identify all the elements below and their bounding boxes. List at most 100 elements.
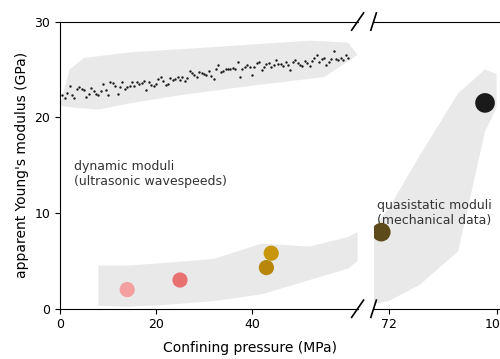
Point bbox=[334, 57, 342, 63]
Polygon shape bbox=[60, 41, 358, 109]
Point bbox=[320, 55, 328, 61]
Point bbox=[152, 81, 160, 87]
Point bbox=[258, 67, 266, 73]
Point bbox=[318, 56, 326, 62]
Point bbox=[238, 66, 246, 72]
Point bbox=[267, 250, 275, 256]
Point bbox=[277, 61, 285, 67]
Y-axis label: apparent Young's modulus (GPa): apparent Young's modulus (GPa) bbox=[15, 52, 29, 278]
Point bbox=[200, 71, 208, 77]
Point bbox=[116, 84, 124, 90]
Point bbox=[260, 64, 268, 70]
Point bbox=[109, 80, 117, 86]
Point bbox=[310, 55, 318, 61]
Point bbox=[253, 60, 261, 65]
Point bbox=[126, 84, 134, 89]
Point bbox=[207, 74, 215, 79]
Point bbox=[75, 84, 83, 90]
Point bbox=[183, 75, 191, 81]
Point bbox=[327, 56, 335, 62]
Point bbox=[102, 87, 110, 93]
Point bbox=[104, 92, 112, 97]
Point bbox=[198, 70, 205, 76]
Point bbox=[284, 62, 292, 67]
Point bbox=[250, 64, 258, 70]
Point bbox=[193, 74, 201, 79]
Point bbox=[267, 64, 275, 69]
Point bbox=[133, 79, 141, 85]
Point bbox=[270, 62, 278, 68]
Point bbox=[272, 57, 280, 63]
Point bbox=[159, 78, 167, 84]
Point bbox=[289, 59, 297, 65]
Point bbox=[181, 78, 189, 84]
Point bbox=[123, 85, 131, 90]
Point bbox=[344, 55, 352, 61]
Point bbox=[339, 57, 347, 63]
Point bbox=[246, 64, 254, 70]
Point bbox=[176, 277, 184, 283]
Point bbox=[308, 59, 316, 64]
Point bbox=[66, 83, 74, 89]
Point bbox=[243, 62, 251, 68]
Point bbox=[171, 76, 179, 82]
Text: quasistatic moduli
(mechanical data): quasistatic moduli (mechanical data) bbox=[378, 199, 492, 227]
Point bbox=[162, 82, 170, 88]
Point bbox=[121, 86, 129, 92]
Point bbox=[111, 84, 119, 89]
Point bbox=[142, 87, 150, 93]
Point bbox=[73, 86, 81, 92]
Point bbox=[255, 60, 263, 65]
Point bbox=[481, 100, 489, 106]
Point bbox=[166, 75, 174, 81]
Point bbox=[70, 95, 78, 101]
Point bbox=[138, 80, 145, 86]
Point bbox=[222, 66, 230, 72]
Point bbox=[154, 76, 162, 81]
Point bbox=[219, 69, 227, 74]
Point bbox=[87, 85, 95, 91]
Point bbox=[322, 62, 330, 68]
Point bbox=[82, 94, 90, 99]
Point bbox=[97, 89, 105, 94]
Point bbox=[90, 88, 98, 94]
Point bbox=[210, 76, 218, 81]
Point bbox=[190, 73, 198, 78]
Point bbox=[265, 60, 273, 66]
Point bbox=[296, 62, 304, 68]
Point bbox=[169, 78, 177, 83]
Point bbox=[313, 52, 321, 58]
Point bbox=[236, 74, 244, 80]
Point bbox=[212, 66, 220, 72]
Point bbox=[145, 79, 153, 85]
Point bbox=[248, 72, 256, 78]
Point bbox=[315, 59, 323, 65]
Point bbox=[214, 62, 222, 67]
Point bbox=[157, 74, 165, 79]
Point bbox=[58, 92, 66, 98]
Point bbox=[99, 81, 107, 87]
Point bbox=[330, 48, 338, 54]
Point bbox=[140, 79, 148, 84]
Point bbox=[118, 79, 126, 84]
Point bbox=[332, 57, 340, 62]
Point bbox=[378, 229, 386, 235]
Point bbox=[147, 82, 155, 88]
Point bbox=[231, 66, 239, 71]
Point bbox=[337, 55, 345, 61]
Point bbox=[262, 61, 270, 67]
Point bbox=[78, 86, 86, 92]
Point bbox=[68, 92, 76, 98]
Point bbox=[282, 59, 290, 65]
Point bbox=[205, 68, 213, 74]
Point bbox=[150, 83, 158, 89]
Point bbox=[85, 91, 93, 97]
Point bbox=[298, 63, 306, 69]
Polygon shape bbox=[374, 69, 496, 304]
Point bbox=[301, 58, 309, 64]
Point bbox=[174, 74, 182, 80]
Point bbox=[135, 81, 143, 87]
Point bbox=[195, 69, 203, 75]
Point bbox=[63, 90, 71, 96]
Point bbox=[106, 80, 114, 85]
